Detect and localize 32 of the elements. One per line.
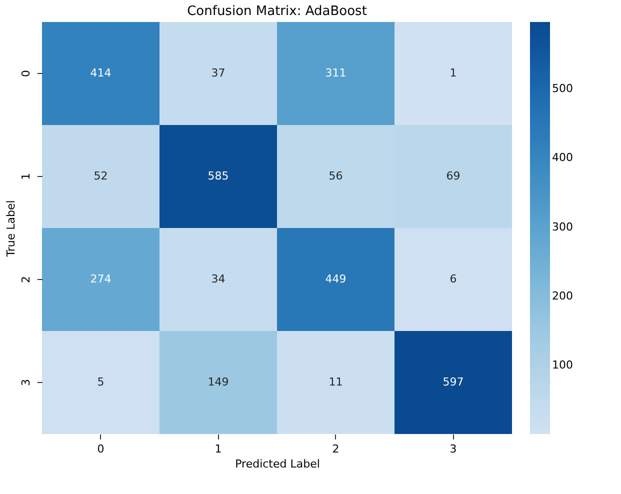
data-label: 585 <box>208 170 229 182</box>
data-label: 34 <box>211 272 226 286</box>
x-tick-label: 0 <box>97 442 104 456</box>
x-tick-label: 3 <box>450 442 457 456</box>
data-label: 449 <box>325 272 346 286</box>
data-label: 597 <box>442 376 464 388</box>
data-label: 1 <box>450 66 457 80</box>
color-bar-label: 200 <box>552 289 573 302</box>
color-bar-label: 500 <box>552 82 573 96</box>
y-tick-label: 0 <box>20 70 32 77</box>
color-bar-label: 400 <box>552 151 573 164</box>
x-tick-label: 1 <box>214 442 222 456</box>
data-label: 311 <box>325 66 346 80</box>
data-label: 52 <box>94 170 108 182</box>
data-label: 5 <box>97 376 104 388</box>
data-label: 11 <box>328 376 343 388</box>
color-bar-label: 300 <box>552 220 573 234</box>
color-bar-label: 100 <box>552 358 573 372</box>
chart-title: Confusion Matrix: AdaBoost <box>187 4 367 19</box>
y-axis-title: True Label <box>4 200 18 258</box>
data-label: 149 <box>208 376 229 388</box>
x-tick-label: 2 <box>332 442 340 456</box>
y-tick-label: 3 <box>20 379 32 386</box>
data-label: 274 <box>90 272 112 286</box>
y-tick-label: 2 <box>20 276 32 283</box>
data-label: 6 <box>450 272 457 286</box>
data-label: 69 <box>446 170 460 182</box>
y-tick-label: 1 <box>20 173 32 180</box>
data-label: 37 <box>211 66 226 80</box>
x-axis-title: Predicted Label <box>235 458 320 470</box>
data-label: 414 <box>90 66 112 80</box>
data-label: 56 <box>328 170 343 182</box>
